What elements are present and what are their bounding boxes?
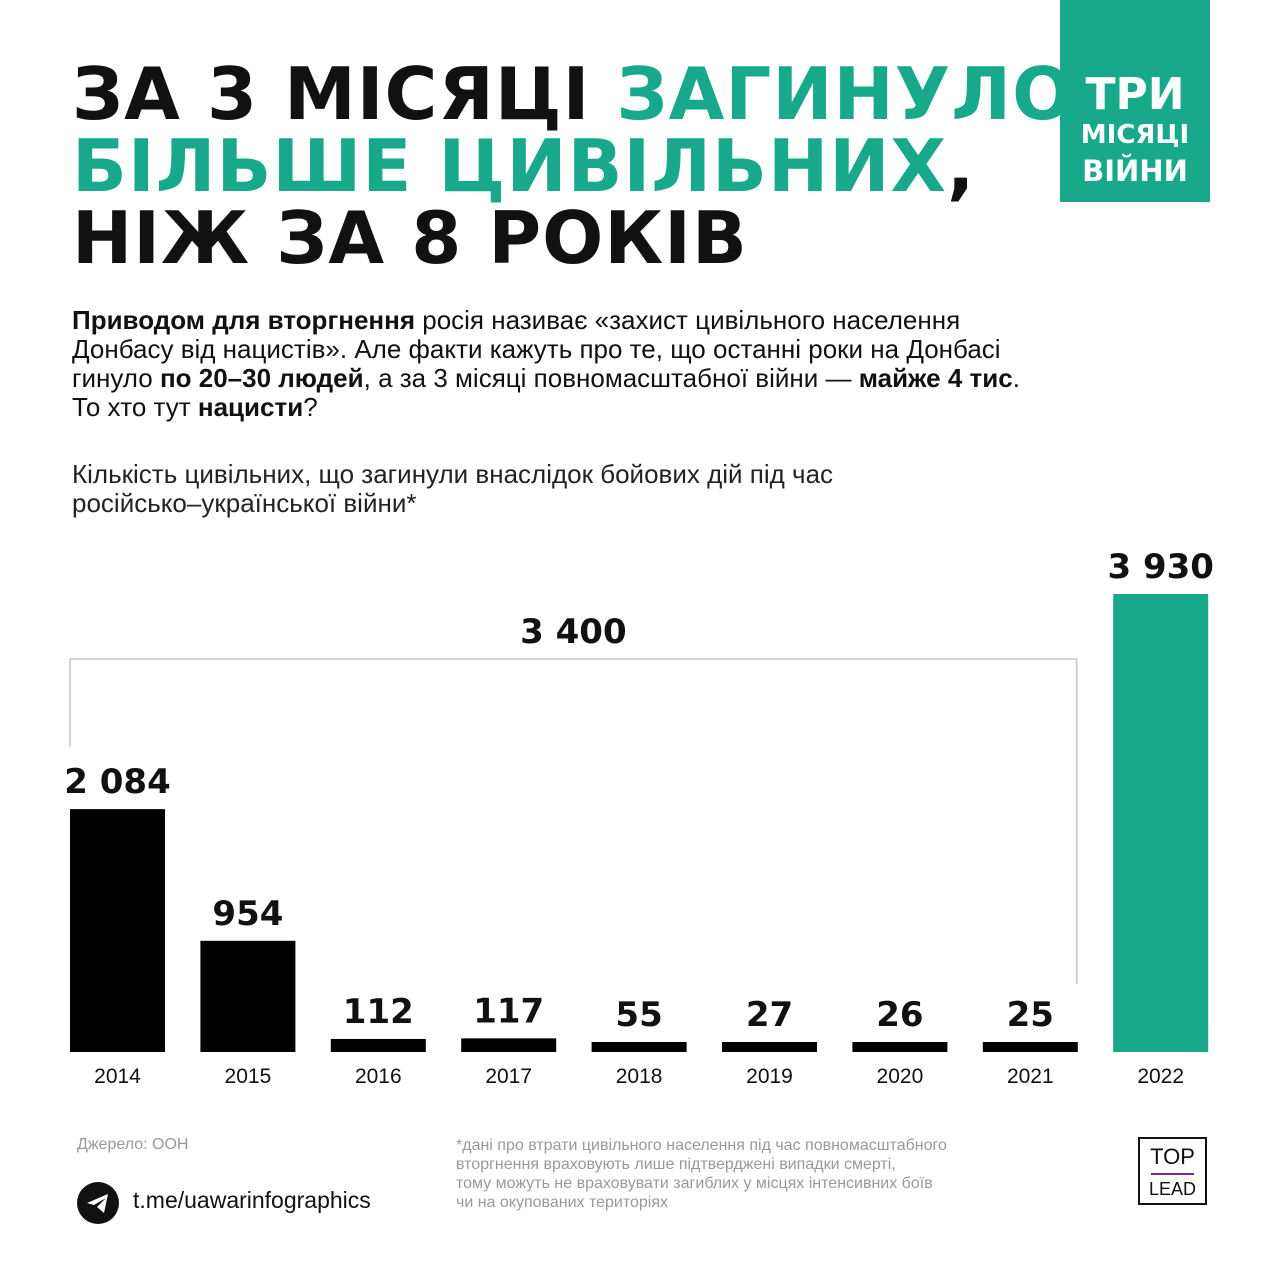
bar-2015: [200, 940, 296, 1052]
bracket-line: [69, 658, 1078, 984]
title-line-3: НІЖ ЗА 8 РОКІВ: [72, 196, 748, 280]
value-label-2017: 117: [473, 991, 544, 1031]
toplead-logo: TOP LEAD: [1138, 1137, 1207, 1205]
chart-subtitle: Кількість цивільних, що загинули внаслід…: [72, 459, 834, 518]
bar-2017: [461, 1038, 557, 1052]
value-label-2015: 954: [212, 894, 283, 934]
telegram-link[interactable]: t.me/uawarinfographics: [133, 1187, 371, 1213]
year-label-2015: 2015: [225, 1065, 272, 1088]
footnote: *дані про втрати цивільного населення пі…: [456, 1137, 947, 1211]
bar-2022: [1113, 594, 1209, 1052]
value-label-2020: 26: [876, 995, 923, 1035]
bar-2018: [591, 1042, 687, 1052]
year-label-2020: 2020: [877, 1065, 924, 1088]
year-label-2017: 2017: [485, 1065, 532, 1088]
badge-line-3: ВІЙНИ: [1082, 154, 1188, 188]
bracket-label: 3 400: [520, 612, 626, 652]
year-label-2022: 2022: [1137, 1065, 1184, 1088]
series-badge: ТРИ МІСЯЦІ ВІЙНИ: [1060, 0, 1210, 202]
bar-2020: [852, 1042, 948, 1052]
year-label-2019: 2019: [746, 1065, 793, 1088]
bar-2021: [982, 1042, 1078, 1052]
value-label-2022: 3 930: [1107, 547, 1213, 587]
value-label-2016: 112: [343, 992, 414, 1032]
year-label-2021: 2021: [1007, 1065, 1054, 1088]
telegram-icon[interactable]: [77, 1182, 119, 1224]
page-title: ЗА 3 МІСЯЦІ ЗАГИНУЛО БІЛЬШЕ ЦИВІЛЬНИХ, Н…: [72, 58, 1074, 274]
year-label-2018: 2018: [616, 1065, 663, 1088]
source-label: Джерело: ООН: [77, 1136, 189, 1153]
bar-2019: [722, 1042, 817, 1052]
value-label-2014: 2 084: [64, 762, 170, 802]
year-label-2014: 2014: [94, 1065, 141, 1088]
title-line-2: БІЛЬШЕ ЦИВІЛЬНИХ,: [72, 124, 976, 208]
bar-2016: [330, 1038, 426, 1052]
badge-line-1: ТРИ: [1085, 69, 1185, 120]
badge-line-2: МІСЯЦІ: [1080, 120, 1190, 150]
title-line-1: ЗА 3 МІСЯЦІ ЗАГИНУЛО: [72, 52, 1075, 136]
year-label-2016: 2016: [355, 1065, 402, 1088]
bar-chart: 2 084 2014 954 2015 112 2016 117 2017 55 2018 27 20…: [64, 547, 1214, 1088]
value-label-2021: 25: [1007, 995, 1054, 1035]
bar-2014: [70, 809, 165, 1052]
value-label-2019: 27: [746, 995, 793, 1035]
intro-paragraph: Приводом для вторгнення росія називає «з…: [72, 305, 1020, 422]
value-label-2018: 55: [615, 995, 662, 1035]
